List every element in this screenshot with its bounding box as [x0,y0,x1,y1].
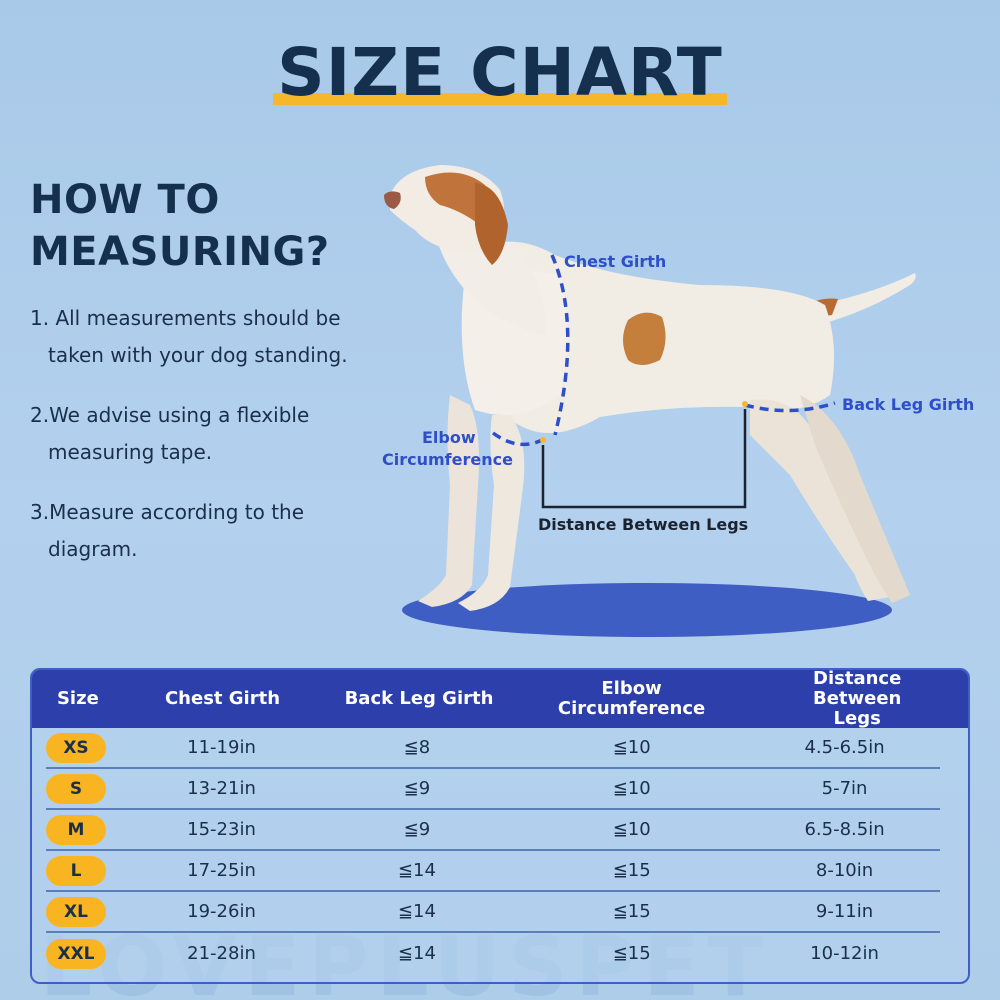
table-cell: ≦14 [319,901,514,922]
size-badge: XL [46,897,106,927]
size-cell: S [46,774,124,804]
instruction-item: 1. All measurements should be taken with… [30,300,360,374]
instruction-text: 2.We advise using a flexible measuring t… [30,397,360,471]
table-body: XS 11-19in ≦8 ≦10 4.5-6.5in S 13-21in ≦9 ≦10 5-7i… [32,728,968,974]
table-cell: ≦15 [514,943,749,964]
table-row: XXL 21-28in ≦14 ≦15 10-12in [46,933,940,974]
table-row: XS 11-19in ≦8 ≦10 4.5-6.5in [46,728,940,769]
size-cell: M [46,815,124,845]
table-cell: ≦15 [514,860,749,881]
table-row: M 15-23in ≦9 ≦10 6.5-8.5in [46,810,940,851]
table-cell: 10-12in [749,943,940,964]
table-cell: 15-23in [124,819,320,840]
dog-front-leg-left [418,395,479,607]
table-header-row: Size Chest Girth Back Leg Girth Elbow Ci… [32,670,968,728]
size-badge: XS [46,733,106,763]
page-title: SIZE CHART [277,38,723,107]
size-cell: XXL [46,939,124,969]
table-cell: ≦10 [514,737,749,758]
howto-line-1: HOW TO [30,174,350,226]
table-cell: 19-26in [124,901,320,922]
table-row: XL 19-26in ≦14 ≦15 9-11in [46,892,940,933]
instruction-text: 3.Measure according to the diagram. [30,494,360,568]
table-cell: 4.5-6.5in [749,737,940,758]
instruction-item: 3.Measure according to the diagram. [30,494,360,568]
title-block: SIZE CHART [0,38,1000,107]
instruction-text: 1. All measurements should be taken with… [30,300,360,374]
table-cell: 17-25in [124,860,320,881]
howto-heading: HOW TO MEASURING? [30,174,350,278]
header-size: Size [32,689,124,709]
table-cell: ≦9 [319,778,514,799]
table-cell: 21-28in [124,943,320,964]
size-cell: XL [46,897,124,927]
size-badge: M [46,815,106,845]
distance-label: Distance Between Legs [538,515,748,535]
table-cell: 5-7in [749,778,940,799]
table-cell: 8-10in [749,860,940,881]
size-badge: L [46,856,106,886]
elbow-label-line1: Elbow [422,428,476,448]
table-cell: ≦14 [319,860,514,881]
header-elbow: Elbow Circumference [517,679,747,719]
table-row: S 13-21in ≦9 ≦10 5-7in [46,769,940,810]
table-row: L 17-25in ≦14 ≦15 8-10in [46,851,940,892]
table-cell: ≦9 [319,819,514,840]
table-cell: 13-21in [124,778,320,799]
dog-spot [623,313,666,365]
size-badge: S [46,774,106,804]
measurement-diagram: Chest Girth Back Leg Girth Elbow Circumf… [370,155,1000,650]
howto-line-2: MEASURING? [30,226,350,278]
table-cell: 11-19in [124,737,320,758]
table-cell: ≦8 [319,737,514,758]
table-cell: ≦15 [514,901,749,922]
header-distance: Distance Between Legs [746,669,968,729]
instruction-list: 1. All measurements should be taken with… [30,300,360,591]
header-chest-girth: Chest Girth [124,689,321,709]
table-cell: ≦10 [514,819,749,840]
table-cell: 6.5-8.5in [749,819,940,840]
size-badge: XXL [46,939,106,969]
back-leg-girth-label: Back Leg Girth [842,395,974,415]
header-back-leg-girth: Back Leg Girth [321,689,517,709]
chest-girth-label: Chest Girth [564,252,666,272]
size-table: Size Chest Girth Back Leg Girth Elbow Ci… [30,668,970,984]
instruction-item: 2.We advise using a flexible measuring t… [30,397,360,471]
dog-tail [815,273,916,323]
page-title-text: SIZE CHART [277,34,723,111]
elbow-label-line2: Circumference [382,450,513,470]
size-cell: L [46,856,124,886]
table-cell: ≦10 [514,778,749,799]
size-cell: XS [46,733,124,763]
table-cell: 9-11in [749,901,940,922]
table-cell: ≦14 [319,943,514,964]
